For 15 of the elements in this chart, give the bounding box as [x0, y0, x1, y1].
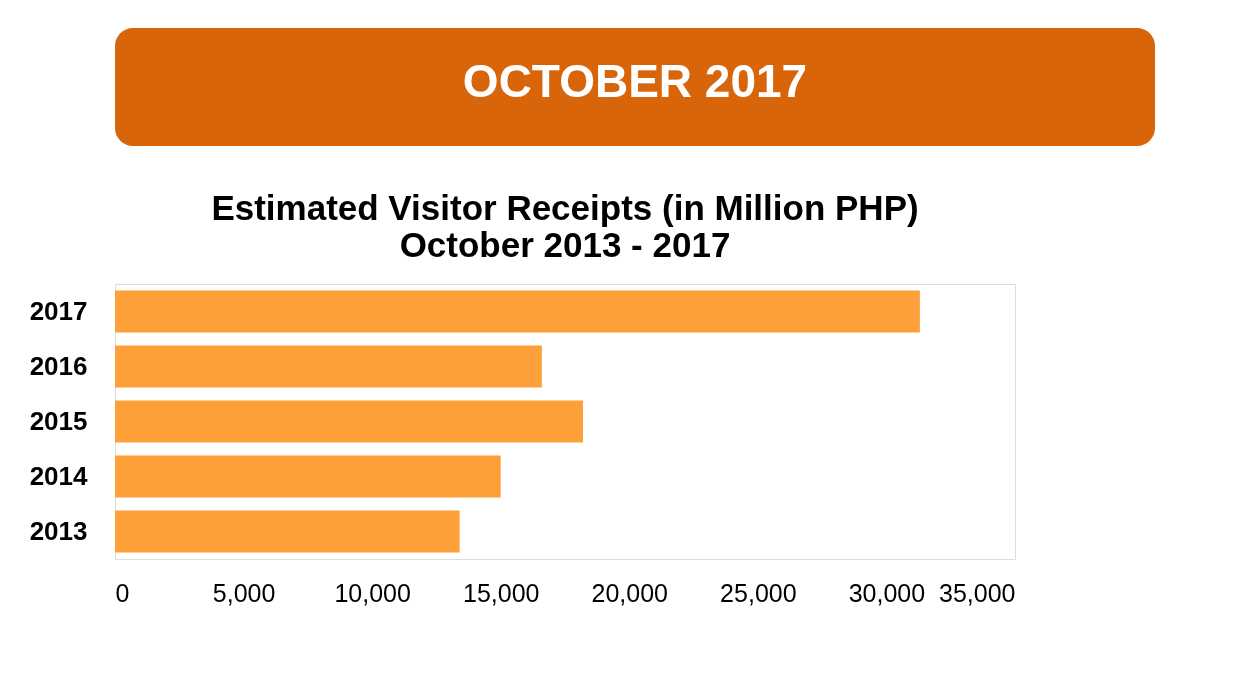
x-tick-label: 0: [115, 578, 130, 607]
y-tick-label: 2017: [29, 295, 88, 326]
x-tick-label: 35,000: [939, 578, 1016, 607]
chart-title: OCTOBER 2017: [462, 55, 808, 107]
chart-subtitle: Estimated Visitor Receipts (in Million PHP) October 2013 - 2017: [211, 188, 919, 264]
y-tick-label: 2016: [29, 350, 88, 381]
x-tick-label: 25,000: [720, 578, 797, 607]
x-tick-label: 20,000: [591, 578, 669, 607]
x-tick-label: 30,000: [848, 578, 926, 607]
x-tick-label: 15,000: [462, 578, 540, 607]
y-tick-label: 2014: [29, 460, 89, 491]
x-tick-label: 10,000: [334, 578, 411, 607]
y-tick-label: 2015: [29, 405, 88, 436]
x-tick-label: 5,000: [212, 578, 276, 607]
y-tick-label: 2013: [29, 515, 88, 546]
